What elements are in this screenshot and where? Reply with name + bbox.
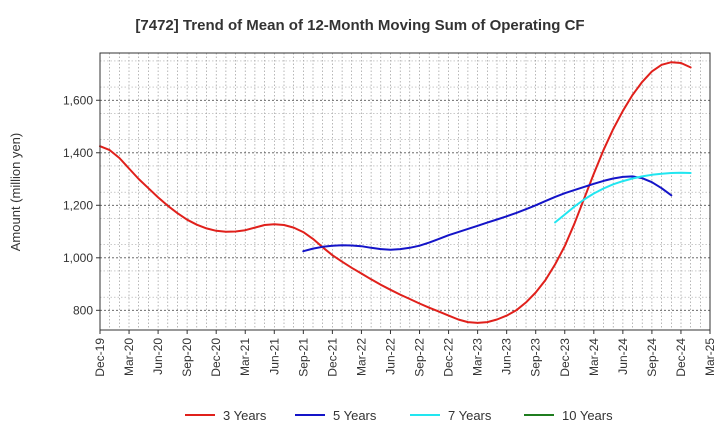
x-tick-label: Mar-21 [238,338,252,376]
x-tick-label: Dec-24 [674,338,688,377]
x-tick-label: Dec-20 [209,338,223,377]
series-layer [99,61,692,324]
y-tick-label: 1,600 [63,93,93,107]
x-tick-label: Jun-22 [383,338,397,375]
x-tick-label: Mar-20 [122,338,136,376]
x-tick-label: Sep-22 [413,338,427,377]
x-tick-label: Dec-21 [325,338,339,377]
x-tick-label: Jun-21 [267,338,281,375]
legend-label-5-years: 5 Years [333,408,377,423]
series-line-3-years [99,61,692,324]
series-line-5-years [302,175,673,253]
x-tick-label: Dec-23 [558,338,572,377]
series-line-7-years [554,171,692,224]
x-tick-label: Sep-21 [296,338,310,377]
legend-label-7-years: 7 Years [448,408,492,423]
x-tick-label: Dec-22 [442,338,456,377]
y-tick-label: 1,400 [63,146,93,160]
x-tick-label: Dec-19 [93,338,107,377]
legend: 3 Years 5 Years 7 Years 10 Years [185,408,613,423]
x-tick-label: Mar-24 [587,338,601,376]
x-tick-label: Sep-20 [180,338,194,377]
y-tick-label: 1,200 [63,198,93,212]
grid [100,53,710,330]
legend-label-3-years: 3 Years [223,408,267,423]
x-tick-label: Sep-23 [529,338,543,377]
plot-area [100,53,710,330]
x-tick-label: Jun-20 [151,338,165,375]
x-tick-label: Mar-25 [703,338,717,376]
chart-title: [7472] Trend of Mean of 12-Month Moving … [135,17,584,34]
x-tick-label: Mar-22 [354,338,368,376]
y-tick-label: 1,000 [63,251,93,265]
x-tick-label: Mar-23 [471,338,485,376]
y-tick-label: 800 [73,303,93,317]
x-tick-label: Jun-24 [616,338,630,375]
y-axis: 800 1,000 1,200 1,400 1,600 [63,93,100,317]
y-axis-label: Amount (million yen) [8,133,23,252]
legend-label-10-years: 10 Years [562,408,613,423]
x-tick-label: Sep-24 [645,338,659,377]
plot-frame [99,52,711,331]
x-axis: Dec-19 Mar-20 Jun-20 Sep-20 Dec-20 Mar-21 Jun-… [93,330,717,377]
x-tick-label: Jun-23 [500,338,514,375]
